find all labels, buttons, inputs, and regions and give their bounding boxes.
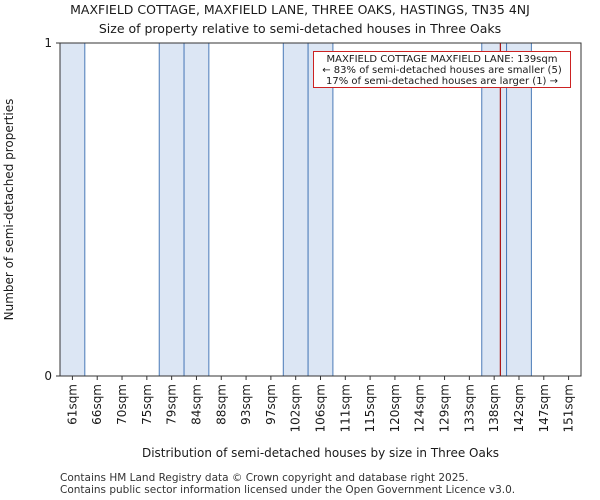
x-tick-label: 70sqm [115,384,129,425]
x-axis-label: Distribution of semi-detached houses by … [142,446,499,460]
bar-61sqm [59,42,86,377]
y-ticks-group: 01 [44,36,60,383]
bar-106sqm [307,42,334,377]
x-tick-label: 147sqm [537,384,551,432]
x-tick-label: 88sqm [214,384,228,425]
x-tick-label: 142sqm [512,384,526,432]
bar-138sqm [481,42,508,377]
bar-79sqm [158,42,185,377]
annotation-line-3: 17% of semi-detached houses are larger (… [325,76,559,87]
x-tick-label: 84sqm [189,384,203,425]
y-tick-label: 1 [44,36,52,50]
bar-102sqm [282,42,309,377]
bar-84sqm [183,42,210,377]
x-tick-label: 61sqm [65,384,79,425]
x-tick-label: 138sqm [487,384,501,432]
x-tick-label: 66sqm [90,384,104,425]
chart-subtitle: Size of property relative to semi-detach… [98,21,502,36]
x-tick-label: 106sqm [314,384,328,432]
bar-142sqm [506,42,532,377]
x-tick-label: 111sqm [338,384,352,432]
x-ticks-group: 61sqm 66sqm 70sqm 75sqm 79sqm 84sqm 88sqm 93sqm… [65,376,576,432]
bars-group [59,42,532,377]
x-tick-label: 133sqm [462,384,476,432]
x-tick-label: 151sqm [562,384,576,432]
x-tick-label: 124sqm [413,384,427,432]
x-tick-label: 129sqm [438,384,452,432]
y-tick-label: 0 [44,369,52,383]
x-tick-label: 120sqm [388,384,402,432]
y-axis-label: Number of semi-detached properties [2,99,16,321]
chart-title: MAXFIELD COTTAGE, MAXFIELD LANE, THREE O… [70,2,530,17]
property-annotation: MAXFIELD COTTAGE MAXFIELD LANE: 139sqm ←… [313,51,571,88]
annotation-line-2: ← 83% of semi-detached houses are smalle… [322,65,562,76]
x-tick-label: 115sqm [363,384,377,432]
x-tick-label: 75sqm [140,384,154,425]
x-tick-label: 97sqm [264,384,278,425]
x-tick-label: 93sqm [239,384,253,425]
footer-licence: Contains public sector information licen… [60,484,516,496]
x-tick-label: 102sqm [289,384,303,432]
annotation-line-1: MAXFIELD COTTAGE MAXFIELD LANE: 139sqm [326,54,558,65]
x-tick-label: 79sqm [165,384,179,425]
footer-copyright: Contains HM Land Registry data © Crown c… [60,472,469,484]
